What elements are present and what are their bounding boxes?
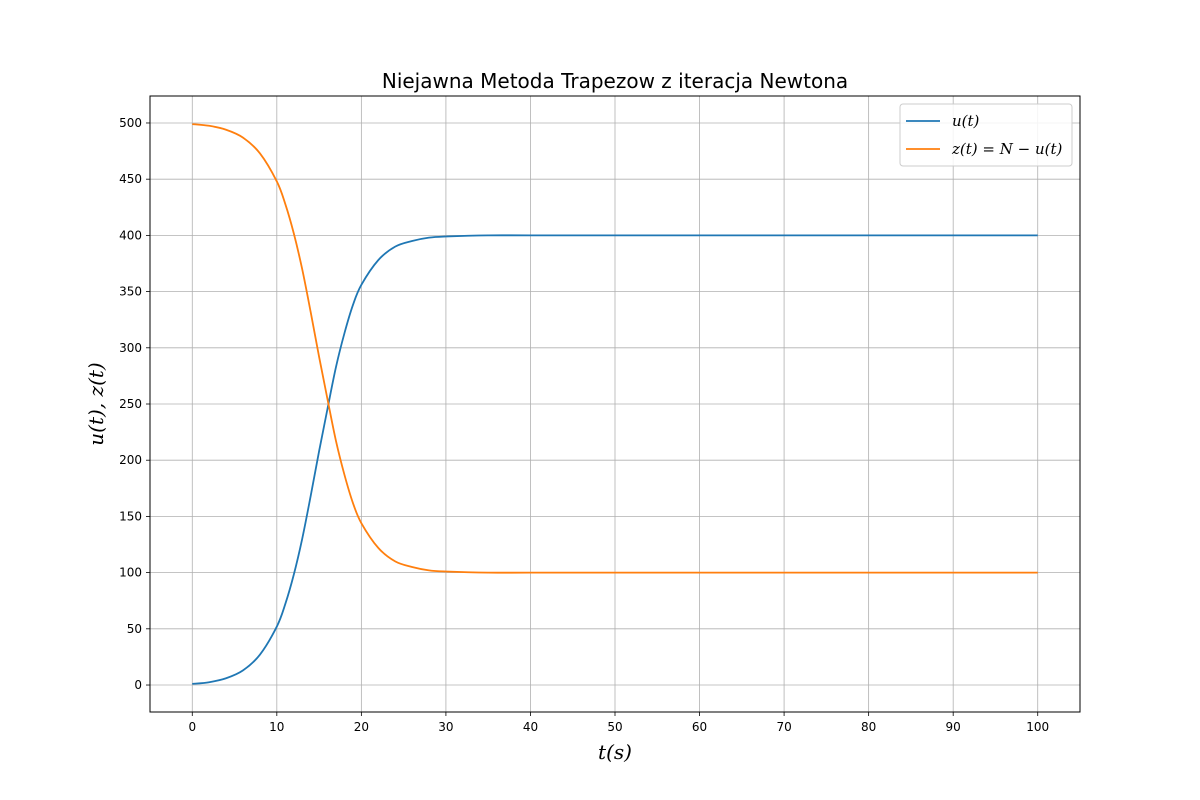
legend: u(t) z(t) = N − u(t) — [899, 103, 1073, 167]
x-tick-label-7: 70 — [776, 720, 791, 734]
y-tick-label-5: 250 — [119, 397, 142, 411]
series-lines — [192, 123, 1038, 685]
legend-label-1: z(t) = N − u(t) — [951, 140, 1063, 158]
y-tick-label-8: 400 — [119, 228, 142, 242]
x-tick-label-4: 40 — [523, 720, 538, 734]
legend-box — [899, 103, 1073, 167]
x-tick-label-6: 60 — [692, 720, 707, 734]
x-tick-label-9: 90 — [946, 720, 961, 734]
y-tick-label-9: 450 — [119, 172, 142, 186]
x-axis-label: t(s) — [598, 740, 632, 764]
y-tick-label-1: 50 — [127, 622, 142, 636]
x-tick-label-10: 100 — [1026, 720, 1049, 734]
y-tick-label-6: 300 — [119, 341, 142, 355]
y-tick-label-10: 500 — [119, 116, 142, 130]
y-axis-ticks: 0 50 100 150 200 250 300 350 400 450 500 — [119, 116, 150, 692]
chart-title: Niejawna Metoda Trapezow z iteracja Newt… — [382, 69, 848, 93]
series-line-0 — [192, 234, 1038, 685]
x-tick-label-2: 20 — [354, 720, 369, 734]
x-tick-label-8: 80 — [861, 720, 876, 734]
y-tick-label-7: 350 — [119, 285, 142, 299]
x-axis-ticks: 0 10 20 30 40 50 60 70 80 90 100 — [188, 712, 1049, 734]
y-tick-label-3: 150 — [119, 509, 142, 523]
y-tick-label-0: 0 — [134, 678, 142, 692]
y-tick-label-4: 200 — [119, 453, 142, 467]
y-axis-label: u(t), z(t) — [84, 362, 108, 445]
y-tick-label-2: 100 — [119, 566, 142, 580]
legend-label-0: u(t) — [952, 112, 980, 130]
x-tick-label-3: 30 — [438, 720, 453, 734]
x-tick-label-0: 0 — [188, 720, 196, 734]
grid-lines — [150, 96, 1080, 712]
x-tick-label-5: 50 — [607, 720, 622, 734]
x-tick-label-1: 10 — [269, 720, 284, 734]
series-line-1 — [192, 123, 1038, 574]
